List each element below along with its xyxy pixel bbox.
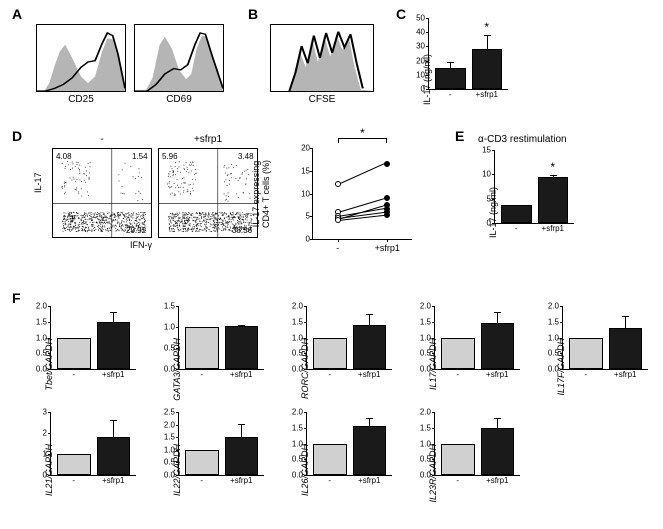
panel-f-bar-2: 0.00.51.01.52.0RORC/GAPDH-+sfrp1 bbox=[286, 302, 396, 388]
facs2-q-ul: 5.96 bbox=[162, 152, 178, 161]
panel-d-letter: D bbox=[12, 128, 22, 144]
panel-f-bar-5: 0123IL21/GAPDH-+sfrp1 bbox=[30, 408, 140, 494]
panel-f-bar-0: 0.00.51.01.52.0Tbet/GAPDH-+sfrp1 bbox=[30, 302, 140, 388]
cd25-label: CD25 bbox=[36, 94, 126, 105]
panel-f-letter: F bbox=[12, 290, 21, 306]
facs1-q-ur: 1.54 bbox=[132, 152, 148, 161]
facs2-dots bbox=[159, 149, 257, 237]
panel-f-bar-8: 0.00.51.01.52.0IL23R/GAPDH-+sfrp1 bbox=[414, 408, 524, 494]
facs1-q-ul: 4.08 bbox=[56, 152, 72, 161]
panel-e-title: α-CD3 restimulation bbox=[478, 134, 567, 145]
panel-e-letter: E bbox=[455, 128, 464, 144]
panel-f-bar-7: 0.00.51.01.52.0IL26/GAPDH-+sfrp1 bbox=[286, 408, 396, 494]
panel-f-bar-4: 0.00.51.01.52.0IL17F/GAPDH-+sfrp1 bbox=[542, 302, 652, 388]
panel-f-bar-3: 0.00.51.01.52.0IL17/GAPDH-+sfrp1 bbox=[414, 302, 524, 388]
panel-f-bar-1: 0.00.51.01.5GATA3/GAPDH-+sfrp1 bbox=[158, 302, 268, 388]
panel-e-bar-chart: 051015IL-17 (ng/ml)-+sfrp1* bbox=[470, 146, 578, 242]
panel-d-pair-plot: 05101520IL-17 expressing CD4+ T cells (%… bbox=[312, 148, 412, 240]
facs2-q-lr: 38.36 bbox=[232, 226, 252, 235]
panel-a-histogram-cd69 bbox=[134, 24, 224, 92]
panel-d-facs-2 bbox=[158, 148, 258, 238]
panel-b-letter: B bbox=[248, 6, 258, 22]
panel-a-histogram-cd25 bbox=[36, 24, 126, 92]
panel-b-histogram-cfse bbox=[270, 24, 374, 92]
panel-c-bar-chart: 01020304050IL-17 (ng/ml)-+sfrp1* bbox=[404, 14, 512, 108]
ifn-axis-label: IFN-γ bbox=[130, 240, 152, 250]
il17-axis-label: IL-17 bbox=[33, 172, 43, 193]
panel-a-letter: A bbox=[12, 6, 22, 22]
panel-d-facs-1 bbox=[52, 148, 152, 238]
panel-f-bar-6: 0.00.51.01.52.02.5IL22/GAPDH-+sfrp1 bbox=[158, 408, 268, 494]
cd69-label: CD69 bbox=[134, 94, 224, 105]
cfse-label: CFSE bbox=[270, 94, 374, 105]
panel-d-title-2: +sfrp1 bbox=[158, 134, 258, 145]
facs1-dots bbox=[53, 149, 151, 237]
panel-d-title-1: - bbox=[52, 134, 152, 145]
facs1-q-lr: 29.92 bbox=[126, 226, 146, 235]
